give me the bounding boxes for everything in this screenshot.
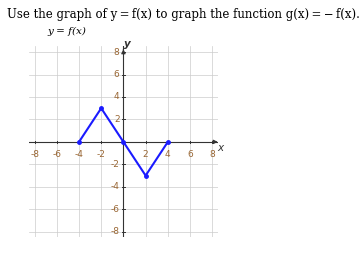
Text: 2: 2 — [143, 150, 148, 159]
Text: 2: 2 — [114, 115, 119, 124]
Text: -6: -6 — [111, 205, 119, 214]
Text: 6: 6 — [187, 150, 193, 159]
Text: -2: -2 — [111, 160, 119, 169]
Text: 8: 8 — [209, 150, 215, 159]
Text: y = f(x): y = f(x) — [47, 27, 86, 36]
Text: -6: -6 — [52, 150, 61, 159]
Text: -2: -2 — [97, 150, 106, 159]
Text: y: y — [125, 39, 131, 49]
Text: 8: 8 — [114, 47, 119, 57]
Text: 4: 4 — [114, 92, 119, 101]
Text: Use the graph of y = f(x) to graph the function g(x) = − f(x).: Use the graph of y = f(x) to graph the f… — [7, 8, 360, 21]
Text: 4: 4 — [165, 150, 171, 159]
Text: -8: -8 — [111, 227, 119, 236]
Text: 6: 6 — [114, 70, 119, 79]
Text: -4: -4 — [111, 182, 119, 191]
Text: x: x — [217, 142, 223, 152]
Text: -4: -4 — [74, 150, 83, 159]
Text: -8: -8 — [30, 150, 39, 159]
